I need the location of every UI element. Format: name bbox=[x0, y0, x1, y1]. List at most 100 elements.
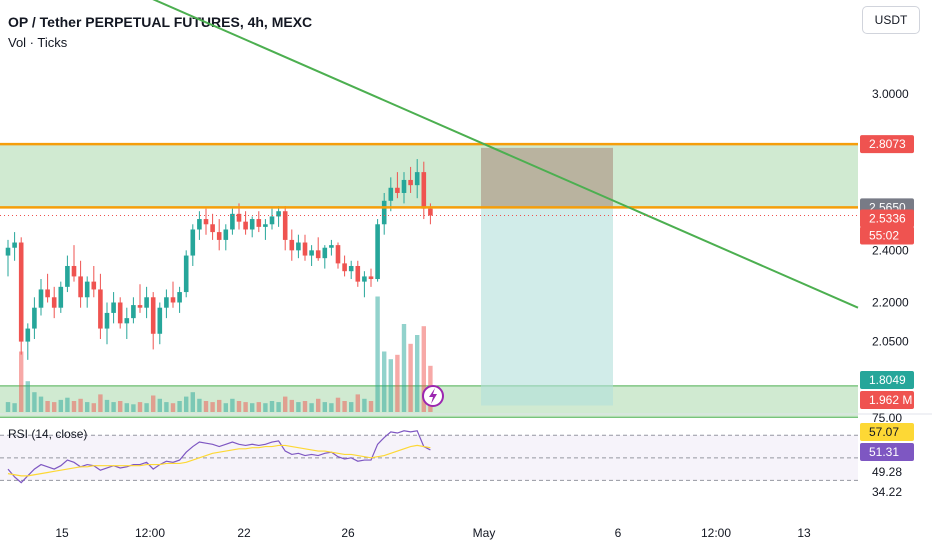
candle bbox=[401, 179, 407, 193]
volume-bar bbox=[71, 401, 77, 412]
support-tag-bg bbox=[860, 371, 914, 389]
candle bbox=[256, 219, 262, 227]
candle bbox=[309, 250, 314, 256]
volume-bar bbox=[362, 398, 367, 412]
countdown-tag-bg bbox=[860, 226, 914, 245]
resistance-zone bbox=[0, 144, 858, 208]
price-tick: 3.0000 bbox=[872, 87, 909, 101]
volume-bar bbox=[401, 324, 407, 412]
time-tick: May bbox=[473, 526, 496, 540]
candle bbox=[414, 172, 420, 186]
volume-bar bbox=[12, 403, 17, 412]
volume-bar bbox=[210, 402, 215, 412]
volume-bar bbox=[382, 351, 387, 412]
volume-bar bbox=[124, 403, 129, 412]
candle bbox=[91, 281, 97, 290]
volume-bar bbox=[408, 343, 413, 412]
volume-bar bbox=[349, 402, 354, 412]
volume-bar bbox=[296, 402, 301, 412]
candle bbox=[144, 297, 149, 308]
trendline bbox=[152, 0, 859, 309]
volume-bar bbox=[256, 402, 261, 412]
candle bbox=[223, 229, 229, 240]
volume-bar bbox=[111, 402, 116, 412]
candle bbox=[210, 224, 215, 233]
volume-bar bbox=[184, 396, 189, 412]
volume-bar bbox=[236, 401, 242, 412]
candle bbox=[342, 263, 347, 272]
candle bbox=[104, 312, 110, 329]
rsi-ma-tag: 51.31 bbox=[869, 445, 899, 459]
volume-bar bbox=[98, 394, 103, 412]
candle bbox=[117, 302, 123, 324]
volume-bar bbox=[78, 398, 83, 412]
candle bbox=[355, 265, 361, 282]
volume-tag-bg bbox=[860, 391, 914, 409]
candle bbox=[58, 286, 64, 308]
volume-bar bbox=[243, 402, 248, 412]
candle bbox=[124, 318, 130, 324]
time-axis[interactable]: 15 12:00 22 26 May 6 12:00 13 bbox=[55, 526, 811, 540]
volume-bar bbox=[45, 401, 50, 412]
countdown-tag: 55:02 bbox=[869, 229, 899, 243]
candle bbox=[236, 213, 242, 222]
candle bbox=[65, 265, 70, 287]
volume-bar bbox=[131, 404, 136, 412]
candle bbox=[375, 224, 380, 280]
volume-bar bbox=[322, 402, 327, 412]
volume-bar bbox=[263, 403, 268, 412]
candle bbox=[216, 232, 222, 240]
rsi-line bbox=[7, 430, 431, 484]
time-tick: 26 bbox=[341, 526, 355, 540]
volume-bar bbox=[164, 402, 169, 412]
rsi-ma-line bbox=[7, 444, 431, 477]
candle bbox=[98, 289, 103, 329]
currency-button[interactable]: USDT bbox=[862, 6, 920, 34]
candle bbox=[131, 305, 136, 319]
lightning-event-icon[interactable] bbox=[422, 385, 444, 407]
drawing-lines[interactable] bbox=[0, 0, 859, 309]
candle bbox=[78, 276, 83, 298]
candle bbox=[315, 250, 321, 259]
indicator-label: Vol · Ticks bbox=[8, 35, 68, 50]
volume-bar bbox=[170, 403, 176, 412]
candle bbox=[157, 307, 163, 334]
candle bbox=[395, 187, 400, 193]
volume-bar bbox=[316, 398, 321, 412]
price-axis[interactable]: 3.00002.40002.20002.05001.90002.80732.56… bbox=[860, 87, 914, 499]
volume-bar bbox=[118, 401, 123, 412]
volume-bar bbox=[104, 399, 110, 412]
candle bbox=[296, 242, 301, 251]
volume-bar bbox=[335, 397, 341, 412]
time-tick: 13 bbox=[797, 526, 811, 540]
volume-bar bbox=[269, 401, 275, 412]
volume-bar bbox=[197, 398, 202, 412]
volume-bar bbox=[302, 401, 308, 412]
candle bbox=[230, 213, 235, 230]
candle bbox=[38, 289, 44, 308]
short-position-tool[interactable] bbox=[481, 147, 613, 406]
volume-bar bbox=[144, 403, 149, 412]
volume-bar bbox=[329, 403, 334, 412]
candle bbox=[335, 245, 341, 264]
candle bbox=[137, 305, 143, 308]
volume-bar bbox=[375, 296, 380, 412]
volume-bar bbox=[415, 335, 420, 412]
volume-bar bbox=[250, 403, 255, 412]
volume-bar bbox=[368, 401, 374, 412]
candle bbox=[408, 179, 413, 186]
upper-resistance-tag-bg bbox=[860, 135, 914, 154]
candle bbox=[197, 219, 202, 230]
candle bbox=[183, 255, 189, 293]
candle bbox=[368, 276, 374, 280]
time-tick: 22 bbox=[237, 526, 251, 540]
candles bbox=[5, 159, 433, 360]
candle bbox=[18, 242, 24, 342]
volume-bar bbox=[217, 399, 222, 412]
candle bbox=[263, 224, 268, 227]
chart-title: OP / Tether PERPETUAL FUTURES, 4h, MEXC bbox=[8, 14, 312, 30]
candle bbox=[269, 216, 275, 225]
candle bbox=[111, 302, 116, 313]
candle bbox=[421, 172, 427, 209]
